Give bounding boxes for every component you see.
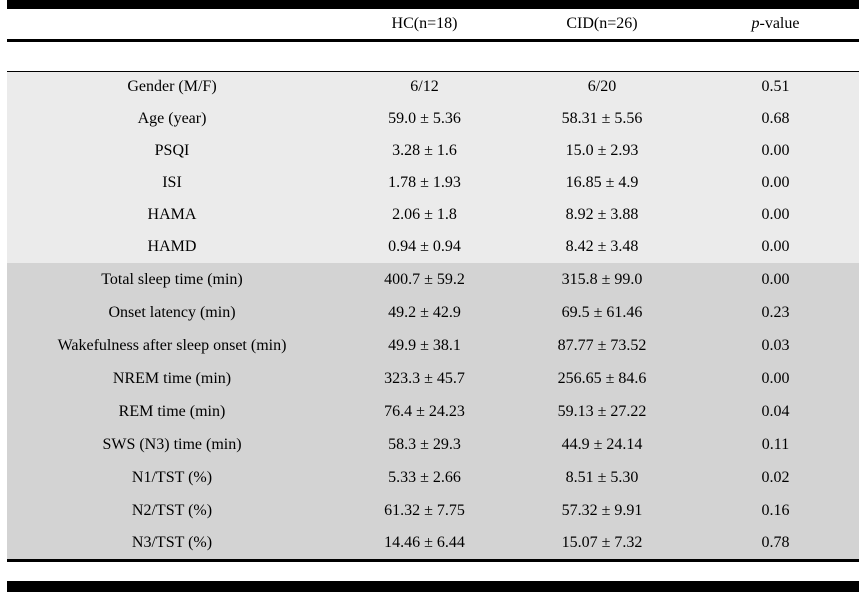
cell-cid: 58.31 ± 5.56	[561, 110, 643, 127]
table-row: Wakefulness after sleep onset (min) 49.9 …	[7, 329, 859, 362]
cell-hc: 2.06 ± 1.8	[392, 206, 457, 223]
p-value-suffix: -value	[759, 14, 800, 32]
cell-cid: 57.32 ± 9.91	[561, 501, 643, 519]
cell-hc: 49.2 ± 42.9	[388, 303, 461, 321]
cell-hc: 6/12	[337, 70, 512, 103]
section-sleep-parameters: Total sleep time (min) 400.7 ± 59.2 315.8 …	[7, 263, 859, 562]
cell-hc: 323.3 ± 45.7	[384, 369, 465, 387]
row-label: NREM time (min)	[112, 369, 232, 387]
cell-p: 0.23	[761, 303, 790, 321]
cell-cid: 8.42 ± 3.48	[565, 238, 639, 255]
cell-hc: 61.32 ± 7.75	[384, 501, 465, 519]
row-label: Onset latency (min)	[108, 303, 236, 321]
cell-hc: 5.33 ± 2.66	[388, 468, 461, 486]
row-label: Gender (M/F)	[7, 70, 337, 103]
row-label: N3/TST (%)	[7, 527, 337, 562]
cell-p: 0.03	[761, 336, 790, 354]
cell-p: 0.11	[761, 435, 790, 453]
column-header-pvalue: p-value	[692, 9, 859, 42]
cell-hc: 1.78 ± 1.93	[388, 174, 461, 191]
cell-cid: 87.77 ± 73.52	[557, 336, 647, 354]
cell-p: 0.78	[692, 527, 859, 562]
table-row: HAMD 0.94 ± 0.94 8.42 ± 3.48 0.00	[7, 231, 859, 263]
row-label: HAMD	[147, 238, 197, 255]
cell-hc: 49.9 ± 38.1	[388, 336, 461, 354]
table-row: Gender (M/F) 6/12 6/20 0.51	[7, 70, 859, 103]
cell-hc: 14.46 ± 6.44	[337, 527, 512, 562]
row-label: ISI	[162, 174, 182, 191]
column-header-hc: HC(n=18)	[337, 9, 512, 42]
row-label: Age (year)	[137, 110, 207, 127]
column-header-cid: CID(n=26)	[512, 9, 692, 42]
header-gap-row	[7, 40, 859, 71]
cell-cid: 16.85 ± 4.9	[565, 174, 639, 191]
cell-cid: 15.07 ± 7.32	[512, 527, 692, 562]
p-symbol: p	[751, 14, 760, 32]
column-header-empty	[7, 9, 337, 42]
row-label: SWS (N3) time (min)	[102, 435, 242, 453]
row-label: HAMA	[147, 206, 197, 223]
table-row: NREM time (min) 323.3 ± 45.7 256.65 ± 84.6…	[7, 362, 859, 395]
cell-hc: 59.0 ± 5.36	[388, 110, 461, 127]
cell-hc: 76.4 ± 24.23	[384, 402, 465, 420]
cell-p: 0.16	[761, 501, 790, 519]
table-row: HAMA 2.06 ± 1.8 8.92 ± 3.88 0.00	[7, 199, 859, 231]
cell-p: 0.00	[761, 142, 790, 159]
comparison-table: HC(n=18) CID(n=26) p-value Gender (M/F) 6…	[7, 9, 859, 562]
cell-cid: 59.13 ± 27.22	[557, 402, 647, 420]
cell-hc: 3.28 ± 1.6	[392, 142, 457, 159]
row-label: PSQI	[154, 142, 190, 159]
cell-p: 0.68	[761, 110, 790, 127]
cell-p: 0.51	[692, 70, 859, 103]
cell-cid: 6/20	[512, 70, 692, 103]
row-label: Total sleep time (min)	[101, 270, 243, 288]
cell-p: 0.04	[761, 402, 790, 420]
table-row: N2/TST (%) 61.32 ± 7.75 57.32 ± 9.91 0.16	[7, 494, 859, 527]
cell-cid: 315.8 ± 99.0	[561, 270, 643, 288]
cell-p: 0.00	[761, 369, 790, 387]
row-label: Wakefulness after sleep onset (min)	[57, 336, 287, 354]
cell-cid: 44.9 ± 24.14	[561, 435, 643, 453]
table-header: HC(n=18) CID(n=26) p-value	[7, 9, 859, 42]
header-row: HC(n=18) CID(n=26) p-value	[7, 9, 859, 42]
bottom-gap	[7, 561, 859, 581]
table-row: Total sleep time (min) 400.7 ± 59.2 315.8 …	[7, 263, 859, 296]
cell-hc: 58.3 ± 29.3	[388, 435, 461, 453]
cell-cid: 8.51 ± 5.30	[565, 468, 639, 486]
table-row: Age (year) 59.0 ± 5.36 58.31 ± 5.56 0.68	[7, 103, 859, 135]
cell-cid: 256.65 ± 84.6	[557, 369, 647, 387]
top-border-rule	[7, 0, 859, 9]
cell-p: 0.00	[761, 270, 790, 288]
cell-p: 0.00	[761, 206, 790, 223]
cell-hc: 400.7 ± 59.2	[384, 270, 465, 288]
cell-p: 0.02	[761, 468, 790, 486]
row-label: N1/TST (%)	[131, 468, 213, 486]
cell-p: 0.00	[761, 238, 790, 255]
table-row: SWS (N3) time (min) 58.3 ± 29.3 44.9 ± 24.…	[7, 428, 859, 461]
spacer-row	[7, 40, 859, 71]
table-row: REM time (min) 76.4 ± 24.23 59.13 ± 27.22 0…	[7, 395, 859, 428]
cell-p: 0.00	[761, 174, 790, 191]
cell-cid: 8.92 ± 3.88	[565, 206, 639, 223]
section-demographics-clinical: Gender (M/F) 6/12 6/20 0.51 Age (year) 59.0 ±…	[7, 70, 859, 263]
cell-cid: 69.5 ± 61.46	[561, 303, 643, 321]
row-label: REM time (min)	[118, 402, 226, 420]
table-row: N1/TST (%) 5.33 ± 2.66 8.51 ± 5.30 0.02	[7, 461, 859, 494]
table-row: N3/TST (%) 14.46 ± 6.44 15.07 ± 7.32 0.78	[7, 527, 859, 562]
table-row: ISI 1.78 ± 1.93 16.85 ± 4.9 0.00	[7, 167, 859, 199]
cell-cid: 15.0 ± 2.93	[565, 142, 639, 159]
table-row: PSQI 3.28 ± 1.6 15.0 ± 2.93 0.00	[7, 135, 859, 167]
table-row: Onset latency (min) 49.2 ± 42.9 69.5 ± 61.…	[7, 296, 859, 329]
spacer-cell	[7, 40, 859, 71]
cell-hc: 0.94 ± 0.94	[388, 238, 461, 255]
bottom-border-rule	[7, 580, 859, 592]
row-label: N2/TST (%)	[131, 501, 213, 519]
